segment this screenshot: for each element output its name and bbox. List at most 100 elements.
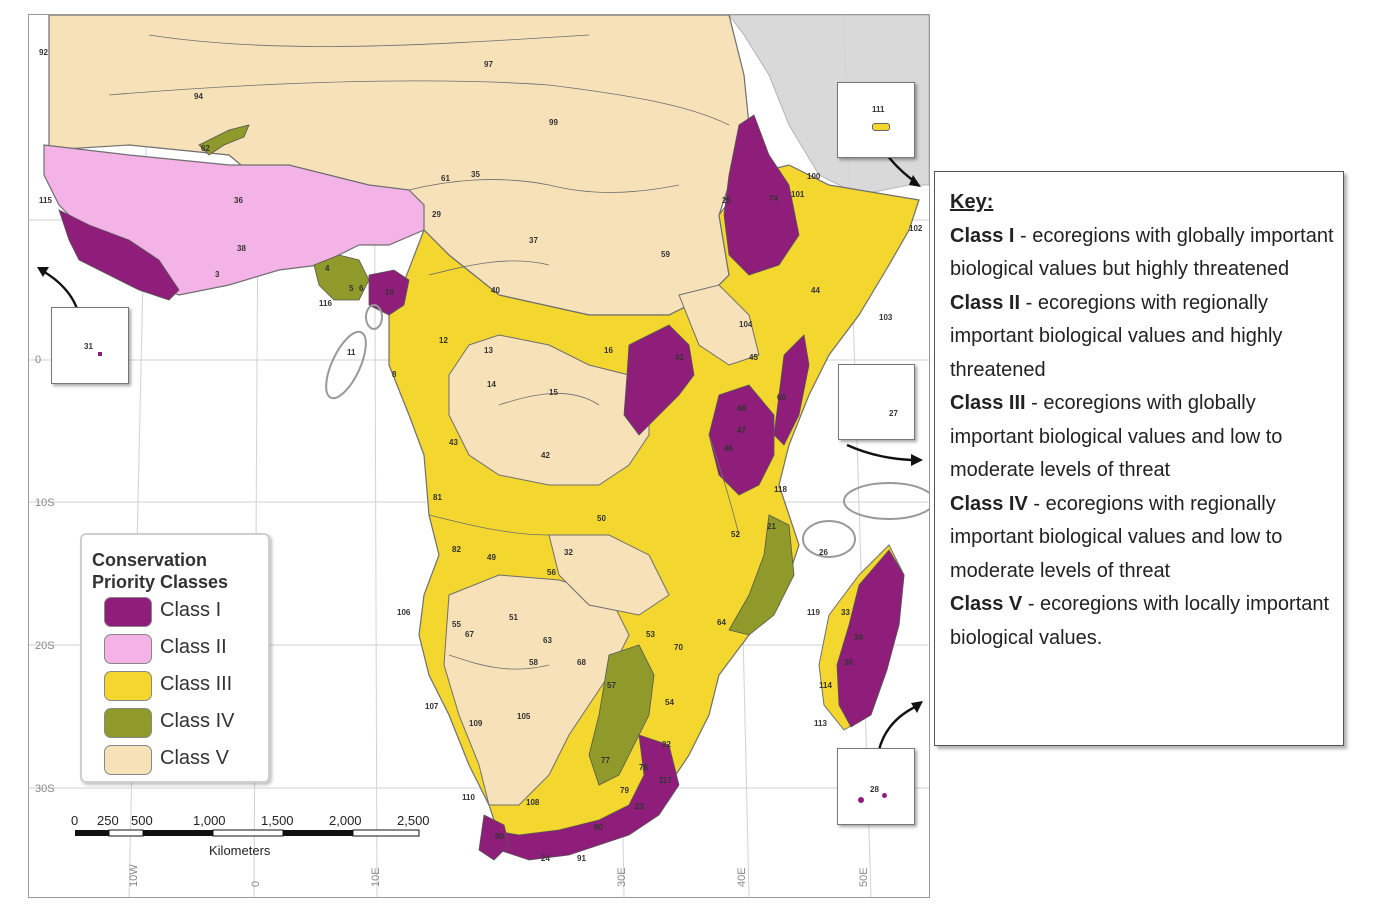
eco-label: 110 xyxy=(462,793,475,802)
key-entry-class-v: Class V - ecoregions with locally import… xyxy=(950,588,1335,655)
eco-label: 46 xyxy=(724,444,733,453)
class-i-guinea-coast xyxy=(58,209,180,301)
eco-label: 30 xyxy=(844,658,853,667)
inset-label: 28 xyxy=(870,785,879,794)
eco-label: 100 xyxy=(807,172,821,181)
eco-label: 115 xyxy=(39,196,52,205)
lon-label-30e: 30E xyxy=(616,867,628,887)
legend-label: Class V xyxy=(160,747,229,769)
eco-label: 29 xyxy=(432,210,441,219)
class-i-eastern-arc xyxy=(708,384,775,496)
legend-item-class-i: Class I xyxy=(104,597,264,627)
legend-title-line2: Priority Classes xyxy=(92,572,229,592)
eco-label: 74 xyxy=(769,194,778,203)
eco-label: 14 xyxy=(487,380,496,389)
legend-label: Class III xyxy=(160,673,233,695)
scale-bar: 0 250 500 1,000 1,500 2,000 2,500 Kilome… xyxy=(71,813,430,858)
eco-label: 4 xyxy=(325,264,330,273)
eco-label: 53 xyxy=(646,630,655,639)
class-v-zambezi xyxy=(548,534,670,616)
inset-label: 111 xyxy=(872,105,885,114)
eco-label: 13 xyxy=(484,346,493,355)
africa-map: 92 97 94 62 99 35 115 36 61 100 101 102 … xyxy=(29,15,929,897)
lon-label-0: 0 xyxy=(250,881,262,887)
eco-label: 117 xyxy=(659,776,672,785)
eco-label: 41 xyxy=(675,353,684,362)
eco-label: 101 xyxy=(791,190,805,199)
legend-item-class-iii: Class III xyxy=(104,671,264,701)
eco-label: 79 xyxy=(620,786,629,795)
eco-label: 119 xyxy=(807,608,820,617)
key-class-desc: - ecoregions with locally important biol… xyxy=(950,593,1330,649)
eco-label: 91 xyxy=(577,854,586,863)
eco-label: 34 xyxy=(854,633,863,642)
eco-label: 94 xyxy=(194,92,203,101)
scale-tick-2000: 2,000 xyxy=(329,813,362,828)
eco-label: 103 xyxy=(879,313,893,322)
eco-label: 32 xyxy=(564,548,573,557)
eco-label: 10 xyxy=(385,288,394,297)
eco-label: 102 xyxy=(909,224,923,233)
eco-label: 21 xyxy=(767,522,776,531)
seychelles-ring xyxy=(843,482,929,520)
key-class-name: Class V xyxy=(950,593,1023,615)
scale-tick-500: 500 xyxy=(131,813,153,828)
lat-label-20s: 20S xyxy=(35,640,55,652)
key-class-name: Class II xyxy=(950,291,1021,314)
eco-label: 23 xyxy=(635,802,644,811)
eco-label: 11 xyxy=(347,348,356,357)
legend-label: Class IV xyxy=(160,710,235,732)
lat-label-0: 0 xyxy=(35,354,41,366)
eco-label: 68 xyxy=(577,658,586,667)
legend-swatch-class-iv xyxy=(104,708,152,738)
map-frame: 92 97 94 62 99 35 115 36 61 100 101 102 … xyxy=(28,14,930,898)
eco-label: 5 xyxy=(349,284,354,293)
legend-label: Class II xyxy=(160,636,227,658)
eco-label: 61 xyxy=(441,174,450,183)
inset-label: 31 xyxy=(84,342,93,351)
eco-label: 113 xyxy=(814,719,827,728)
class-iv-drakensberg xyxy=(588,644,655,786)
scale-tick-1500: 1,500 xyxy=(261,813,294,828)
graticule-labels: 0 10S 20S 30S 10W 0 10E 30E 40E 50E xyxy=(35,354,870,887)
legend-swatch-class-iii xyxy=(104,671,152,701)
eco-label: 90 xyxy=(495,832,504,841)
eco-label: 58 xyxy=(529,658,538,667)
eco-label: 70 xyxy=(674,643,683,652)
eco-label: 108 xyxy=(526,798,540,807)
eco-label: 40 xyxy=(491,286,500,295)
eco-label: 64 xyxy=(717,618,726,627)
eco-label: 56 xyxy=(547,568,556,577)
scale-tick-0: 0 xyxy=(71,813,78,828)
class-i-albertine-rift xyxy=(623,324,695,436)
inset-box-111: 111 xyxy=(837,82,915,158)
legend-item-class-ii: Class II xyxy=(104,634,264,664)
key-entry-class-ii: Class II - ecoregions with regionally im… xyxy=(950,287,1335,388)
gulf-of-guinea-islands-ring xyxy=(325,330,367,400)
key-text: Key: Class I - ecoregions with globally … xyxy=(950,186,1335,655)
eco-label: 54 xyxy=(665,698,674,707)
legend-item-class-v: Class V xyxy=(104,745,264,775)
class-i-kenya-coast xyxy=(773,334,810,446)
eco-label: 63 xyxy=(543,636,552,645)
eco-label: 43 xyxy=(449,438,458,447)
eco-label: 48 xyxy=(737,404,746,413)
eco-label: 50 xyxy=(597,514,606,523)
map-legend: Conservation Priority Classes Class I Cl… xyxy=(80,533,270,783)
eco-label: 42 xyxy=(541,451,550,460)
legend-swatch-class-ii xyxy=(104,634,152,664)
key-class-name: Class I xyxy=(950,224,1015,247)
eco-label: 33 xyxy=(841,608,850,617)
comoros-ring xyxy=(802,520,856,558)
eco-label: 24 xyxy=(541,854,550,863)
lon-label-10w: 10W xyxy=(128,864,140,887)
eco-label: 8 xyxy=(392,370,397,379)
eco-label: 36 xyxy=(234,196,243,205)
lon-label-10e: 10E xyxy=(370,867,382,887)
key-class-desc: - ecoregions with regionally important b… xyxy=(950,492,1283,582)
legend-swatch-class-v xyxy=(104,745,152,775)
lat-label-10s: 10S xyxy=(35,497,55,509)
eco-label: 51 xyxy=(509,613,518,622)
eco-label: 107 xyxy=(425,702,439,711)
eco-label: 37 xyxy=(529,236,538,245)
